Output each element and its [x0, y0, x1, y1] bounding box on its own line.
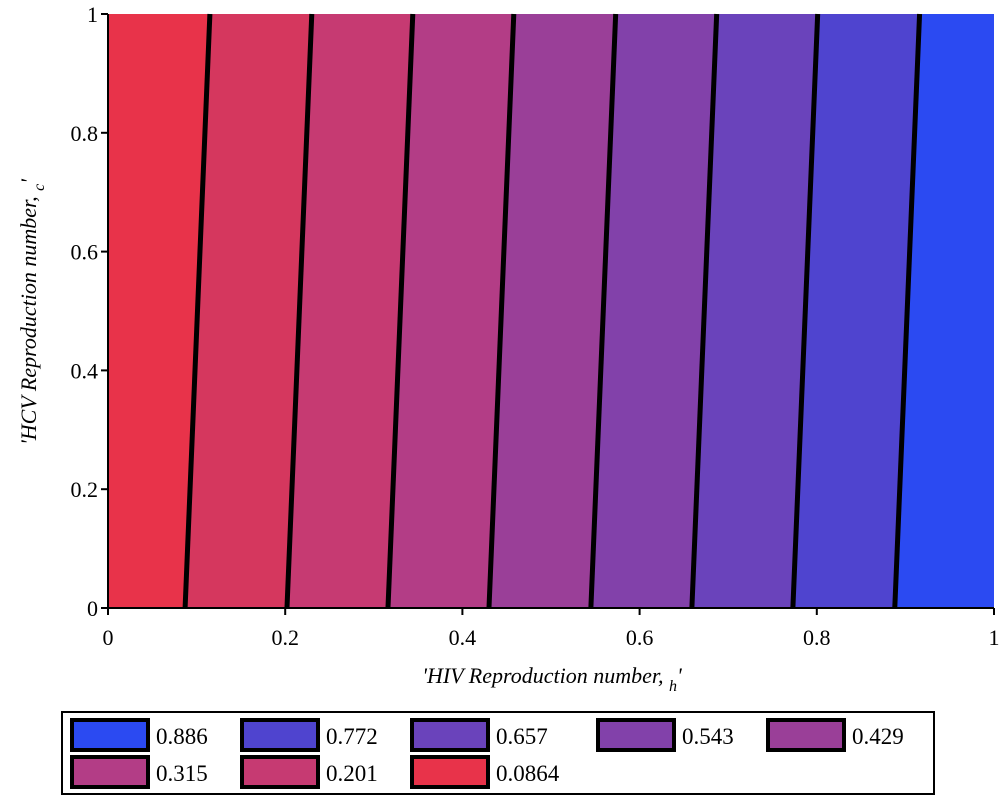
- legend-item: 0.772: [240, 718, 378, 752]
- legend-item: 0.657: [410, 718, 548, 752]
- legend-item: 0.315: [70, 755, 208, 789]
- x-tick-label: 0: [103, 625, 114, 650]
- legend-label: 0.201: [326, 761, 378, 786]
- y-tick-label: 0.2: [71, 477, 99, 502]
- x-tick-label: 0.8: [803, 625, 831, 650]
- y-tick-label: 0.4: [71, 358, 99, 383]
- legend-swatch: [596, 718, 676, 752]
- legend-label: 0.315: [156, 761, 208, 786]
- legend-swatch: [240, 718, 320, 752]
- contour-band-1: [108, 14, 210, 608]
- contour-band-3: [286, 14, 413, 608]
- legend-item: 0.201: [240, 755, 378, 789]
- legend-item: 0.0864: [410, 755, 560, 789]
- contour-line-7: [790, 13, 821, 609]
- contour-line-6: [689, 13, 720, 609]
- y-axis-label: 'HCV Reproduction number, c': [16, 179, 48, 445]
- legend-item: 0.886: [70, 718, 208, 752]
- y-tick-label: 0.6: [71, 240, 99, 265]
- contour-line-5: [588, 13, 619, 609]
- legend-label: 0.429: [852, 724, 904, 749]
- y-tick-label: 1: [87, 2, 98, 27]
- legend-item: 0.543: [596, 718, 734, 752]
- legend-label: 0.886: [156, 724, 208, 749]
- legend-swatch: [410, 718, 490, 752]
- contour-band-4: [387, 14, 514, 608]
- contour-line-1: [182, 13, 213, 609]
- plot-area: [107, 13, 994, 609]
- y-tick-label: 0: [87, 596, 98, 621]
- contour-band-8: [792, 14, 920, 608]
- legend-label: 0.657: [496, 724, 548, 749]
- x-tick-label: 0.2: [271, 625, 299, 650]
- legend-swatch: [766, 718, 846, 752]
- contour-band-2: [185, 14, 312, 608]
- x-axis: 0 0.2 0.4 0.6 0.8 1: [103, 608, 1000, 650]
- contour-band-9: [894, 14, 994, 608]
- contour-line-2: [284, 13, 315, 609]
- legend: 0.886 0.772 0.657 0.543 0.429 0.315 0.201 0.086…: [61, 711, 935, 795]
- legend-swatch: [240, 755, 320, 789]
- x-axis-label: 'HIV Reproduction number, h': [422, 663, 682, 695]
- x-tick-label: 0.4: [449, 625, 477, 650]
- legend-label: 0.543: [682, 724, 734, 749]
- legend-item: 0.429: [766, 718, 904, 752]
- y-tick-label: 0.8: [71, 121, 99, 146]
- contour-line-8: [892, 13, 923, 609]
- x-tick-label: 0.6: [626, 625, 654, 650]
- legend-swatch: [410, 755, 490, 789]
- contour-band-5: [488, 14, 616, 608]
- contour-line-4: [486, 13, 517, 609]
- contour-band-6: [590, 14, 717, 608]
- legend-swatch: [70, 718, 150, 752]
- legend-swatch: [70, 755, 150, 789]
- contour-line-3: [385, 13, 416, 609]
- contour-band-7: [691, 14, 818, 608]
- x-tick-label: 1: [989, 625, 1000, 650]
- y-axis: 0 0.2 0.4 0.6 0.8 1: [71, 2, 108, 621]
- legend-label: 0.772: [326, 724, 378, 749]
- legend-label: 0.0864: [496, 761, 560, 786]
